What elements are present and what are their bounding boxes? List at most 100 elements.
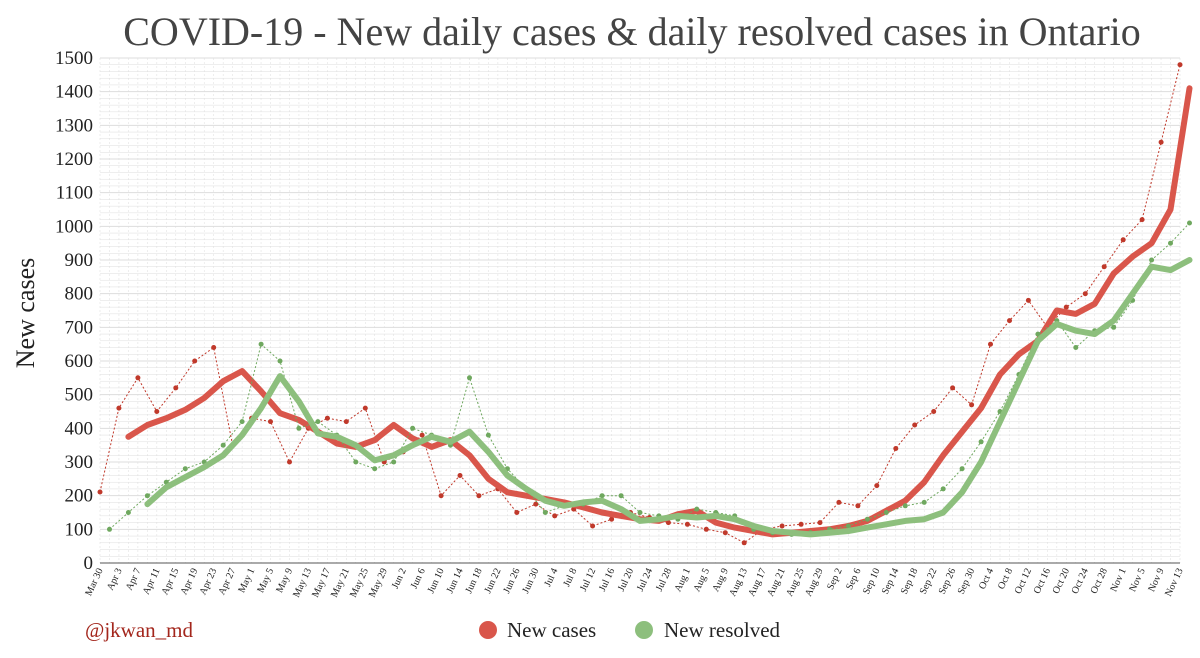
- new-resolved-daily-point: [599, 493, 605, 499]
- new-cases-daily-point: [324, 415, 330, 421]
- new-resolved-daily-line: [109, 222, 1190, 535]
- new-cases-daily-point: [1139, 217, 1145, 223]
- x-tick-label: Nov 5: [1127, 567, 1147, 594]
- x-tick-label: Jun 6: [409, 567, 428, 591]
- new-cases-daily-point: [779, 523, 785, 529]
- new-resolved-daily-point: [353, 459, 359, 465]
- new-cases-daily-point: [703, 526, 709, 532]
- new-resolved-daily-point: [637, 510, 643, 515]
- x-tick-label: Sep 6: [844, 567, 863, 592]
- new-resolved-daily-point: [940, 486, 946, 492]
- new-resolved-daily-point: [315, 419, 321, 425]
- new-resolved-daily-point: [921, 499, 927, 505]
- y-axis-label: New cases: [11, 258, 40, 368]
- new-resolved-daily-point: [182, 466, 188, 472]
- new-resolved-daily-point: [618, 493, 624, 499]
- new-resolved-daily-point: [1111, 324, 1117, 330]
- new-cases-daily-point: [552, 513, 558, 519]
- new-cases-daily-point: [1101, 264, 1107, 270]
- x-tick-label: Jul 28: [654, 567, 674, 594]
- new-cases-daily-point: [476, 493, 482, 499]
- new-cases-daily-point: [665, 520, 671, 526]
- new-cases-daily-point: [97, 489, 103, 495]
- new-cases-daily-point: [192, 358, 198, 364]
- x-tick-label: Sep 30: [956, 567, 978, 597]
- x-tick-label: Oct 4: [977, 567, 996, 592]
- x-tick-label: Sep 2: [825, 567, 844, 592]
- new-resolved-daily-point: [277, 358, 283, 364]
- legend-marker-new-resolved: [635, 621, 653, 639]
- new-cases-daily-point: [684, 521, 690, 527]
- new-cases-daily-point: [173, 385, 179, 391]
- new-resolved-daily-point: [1035, 331, 1041, 337]
- new-resolved-daily-point: [959, 466, 965, 472]
- new-resolved-daily-point: [296, 425, 302, 431]
- new-cases-daily-point: [362, 405, 368, 411]
- y-tick-label: 1100: [56, 183, 93, 204]
- y-tick-label: 500: [65, 385, 94, 406]
- y-tick-label: 600: [65, 351, 94, 372]
- y-axis-ticks: 0 100 200 300 400 500 600 700 800 900 1000 1100 1200…: [55, 48, 93, 574]
- new-cases-daily-point: [741, 540, 747, 546]
- x-tick-label: Nov 9: [1146, 567, 1166, 594]
- new-cases-daily-point: [457, 473, 463, 478]
- x-tick-label: Jul 12: [578, 567, 598, 594]
- x-tick-label: Aug 9: [711, 567, 731, 594]
- y-tick-label: 300: [65, 452, 94, 473]
- chart-title: COVID-19 - New daily cases & daily resol…: [123, 9, 1141, 54]
- new-cases-daily-point: [211, 345, 217, 350]
- y-tick-label: 0: [84, 553, 94, 574]
- new-cases-daily-point: [343, 419, 349, 425]
- new-resolved-rolling-average-line: [144, 257, 1193, 538]
- new-cases-daily-point: [1120, 237, 1126, 243]
- x-tick-label: Apr 7: [124, 567, 144, 593]
- y-tick-label: 100: [65, 519, 94, 540]
- author-handle: @jkwan_md: [85, 618, 193, 642]
- new-cases-daily-point: [722, 530, 728, 536]
- new-cases-daily-point: [969, 402, 975, 408]
- x-tick-label: Nov 1: [1108, 567, 1128, 594]
- new-cases-daily-point: [533, 501, 539, 507]
- new-cases-daily-point: [931, 409, 937, 414]
- new-resolved-daily-point: [978, 439, 984, 445]
- new-resolved-daily-point: [220, 442, 226, 448]
- new-resolved-daily-point: [883, 510, 889, 515]
- x-tick-label: Apr 3: [105, 567, 125, 593]
- legend-label-new-resolved: New resolved: [664, 618, 781, 642]
- new-cases-daily-point: [1025, 297, 1031, 303]
- x-tick-label: Jul 8: [561, 567, 579, 589]
- new-resolved-daily-point: [1168, 240, 1173, 246]
- new-cases-daily-point: [514, 510, 520, 515]
- new-resolved-daily-point: [467, 375, 472, 381]
- new-cases-daily-point: [419, 432, 425, 438]
- new-cases-daily-point: [135, 375, 141, 381]
- new-resolved-daily-point: [485, 432, 491, 438]
- x-tick-label: Oct 8: [996, 567, 1015, 592]
- new-cases-daily-point: [988, 341, 993, 347]
- new-resolved-daily-point: [239, 419, 245, 425]
- legend: New cases New resolved: [479, 618, 781, 642]
- new-cases-daily-point: [1158, 139, 1164, 145]
- new-cases-daily-point: [893, 446, 899, 451]
- y-tick-label: 1200: [55, 149, 93, 170]
- new-cases-daily-point: [590, 523, 596, 529]
- new-cases-daily-point: [798, 521, 804, 527]
- x-tick-label: Jun 30: [520, 567, 541, 596]
- x-tick-label: Jul 20: [616, 567, 636, 594]
- grid: [99, 57, 1181, 564]
- new-cases-daily-point: [287, 459, 292, 465]
- new-cases-daily-point: [836, 499, 842, 505]
- new-cases-daily-point: [855, 503, 861, 509]
- new-cases-daily-point: [1063, 304, 1069, 310]
- new-cases-daily-point: [1082, 291, 1088, 297]
- y-tick-label: 700: [65, 317, 94, 338]
- new-cases-daily-point: [1177, 62, 1183, 68]
- new-cases-daily-point: [1007, 318, 1012, 324]
- new-resolved-daily-point: [107, 526, 112, 532]
- x-tick-label: Jun 2: [390, 567, 409, 591]
- new-resolved-daily-point: [1187, 220, 1192, 226]
- new-cases-daily-point: [817, 520, 823, 526]
- new-resolved-daily-point: [410, 425, 416, 431]
